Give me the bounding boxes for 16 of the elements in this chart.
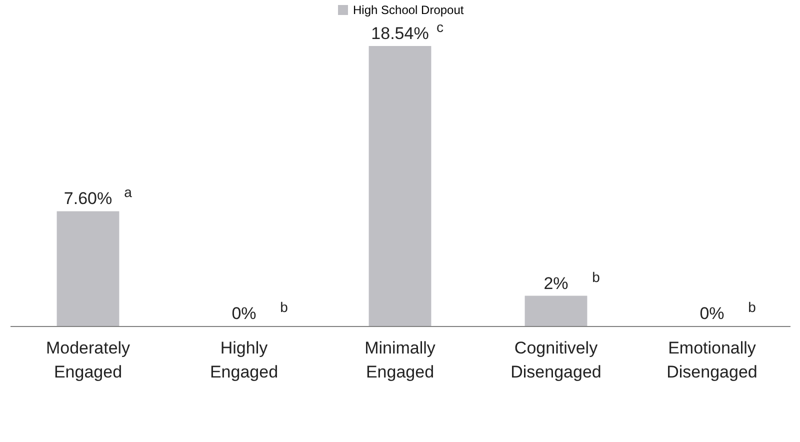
x-tick-label: Minimally Engaged	[364, 338, 436, 382]
legend-label: High School Dropout	[353, 3, 464, 17]
x-tick-label: Emotionally Disengaged	[666, 338, 758, 382]
data-label: 0%	[232, 304, 256, 323]
data-label: 18.54%	[371, 24, 429, 43]
annotation: b	[748, 299, 756, 315]
data-label: 0%	[700, 304, 724, 323]
annotation: b	[592, 268, 600, 285]
data-label: 7.60%	[64, 189, 112, 208]
x-tick-label: Highly Engaged	[210, 338, 278, 382]
data-label: 2%	[544, 274, 568, 293]
x-tick-label: Cognitively Disengaged	[510, 338, 602, 382]
annotation: b	[280, 299, 288, 315]
annotation: c	[436, 19, 444, 35]
x-tick-label: Moderately Engaged	[46, 338, 131, 382]
annotation: a	[124, 184, 132, 200]
